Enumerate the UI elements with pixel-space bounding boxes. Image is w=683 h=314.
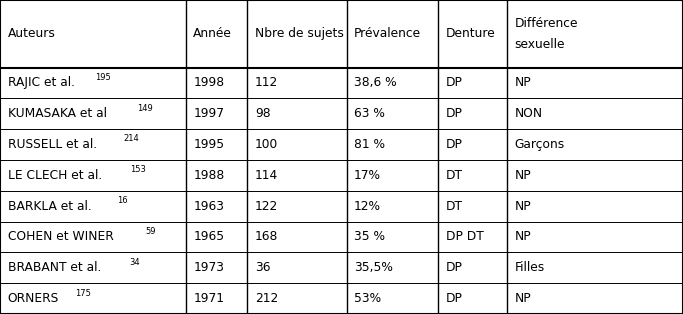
Text: LE CLECH et al.: LE CLECH et al.: [8, 169, 102, 182]
Text: 1997: 1997: [193, 107, 224, 120]
Text: 114: 114: [255, 169, 278, 182]
Text: NP: NP: [514, 76, 531, 89]
Text: DP: DP: [446, 107, 463, 120]
Text: 98: 98: [255, 107, 270, 120]
Text: 153: 153: [130, 165, 146, 174]
Text: 214: 214: [124, 134, 139, 143]
Text: NP: NP: [514, 230, 531, 243]
Text: 149: 149: [137, 104, 152, 113]
Text: DP: DP: [446, 138, 463, 151]
Text: DT: DT: [446, 169, 463, 182]
Text: 35,5%: 35,5%: [354, 261, 393, 274]
Text: 100: 100: [255, 138, 278, 151]
Text: COHEN et WINER: COHEN et WINER: [8, 230, 113, 243]
Text: NP: NP: [514, 292, 531, 305]
Text: 112: 112: [255, 76, 278, 89]
Text: Auteurs: Auteurs: [8, 27, 55, 40]
Text: RUSSELL et al.: RUSSELL et al.: [8, 138, 96, 151]
Text: 212: 212: [255, 292, 278, 305]
Text: NP: NP: [514, 200, 531, 213]
Text: 53%: 53%: [354, 292, 381, 305]
Text: Garçons: Garçons: [514, 138, 565, 151]
Text: 1988: 1988: [193, 169, 225, 182]
Text: 1965: 1965: [193, 230, 225, 243]
Text: DP: DP: [446, 292, 463, 305]
Text: Différence
sexuelle: Différence sexuelle: [514, 17, 578, 51]
Text: 12%: 12%: [354, 200, 381, 213]
Text: DP: DP: [446, 76, 463, 89]
Text: Denture: Denture: [446, 27, 496, 40]
Text: 1998: 1998: [193, 76, 225, 89]
Text: 38,6 %: 38,6 %: [354, 76, 396, 89]
Text: 1971: 1971: [193, 292, 224, 305]
Text: 1995: 1995: [193, 138, 225, 151]
Text: 17%: 17%: [354, 169, 381, 182]
Text: NP: NP: [514, 169, 531, 182]
Text: KUMASAKA et al: KUMASAKA et al: [8, 107, 107, 120]
Text: 1963: 1963: [193, 200, 224, 213]
Text: DT: DT: [446, 200, 463, 213]
Text: BARKLA et al.: BARKLA et al.: [8, 200, 92, 213]
Text: Nbre de sujets: Nbre de sujets: [255, 27, 344, 40]
Text: 195: 195: [96, 73, 111, 82]
Text: DP DT: DP DT: [446, 230, 484, 243]
Text: 63 %: 63 %: [354, 107, 385, 120]
Text: Filles: Filles: [514, 261, 544, 274]
Text: 35 %: 35 %: [354, 230, 385, 243]
Text: 168: 168: [255, 230, 278, 243]
Text: ORNERS: ORNERS: [8, 292, 59, 305]
Text: 122: 122: [255, 200, 278, 213]
Text: 36: 36: [255, 261, 270, 274]
Text: 175: 175: [75, 289, 91, 298]
Text: 1973: 1973: [193, 261, 224, 274]
Text: DP: DP: [446, 261, 463, 274]
Text: RAJIC et al.: RAJIC et al.: [8, 76, 74, 89]
Text: BRABANT et al.: BRABANT et al.: [8, 261, 101, 274]
Text: 59: 59: [145, 227, 156, 236]
Text: Prévalence: Prévalence: [354, 27, 421, 40]
Text: 81 %: 81 %: [354, 138, 385, 151]
Text: 34: 34: [129, 258, 140, 267]
Text: Année: Année: [193, 27, 232, 40]
Text: NON: NON: [514, 107, 542, 120]
Text: 16: 16: [117, 196, 128, 205]
